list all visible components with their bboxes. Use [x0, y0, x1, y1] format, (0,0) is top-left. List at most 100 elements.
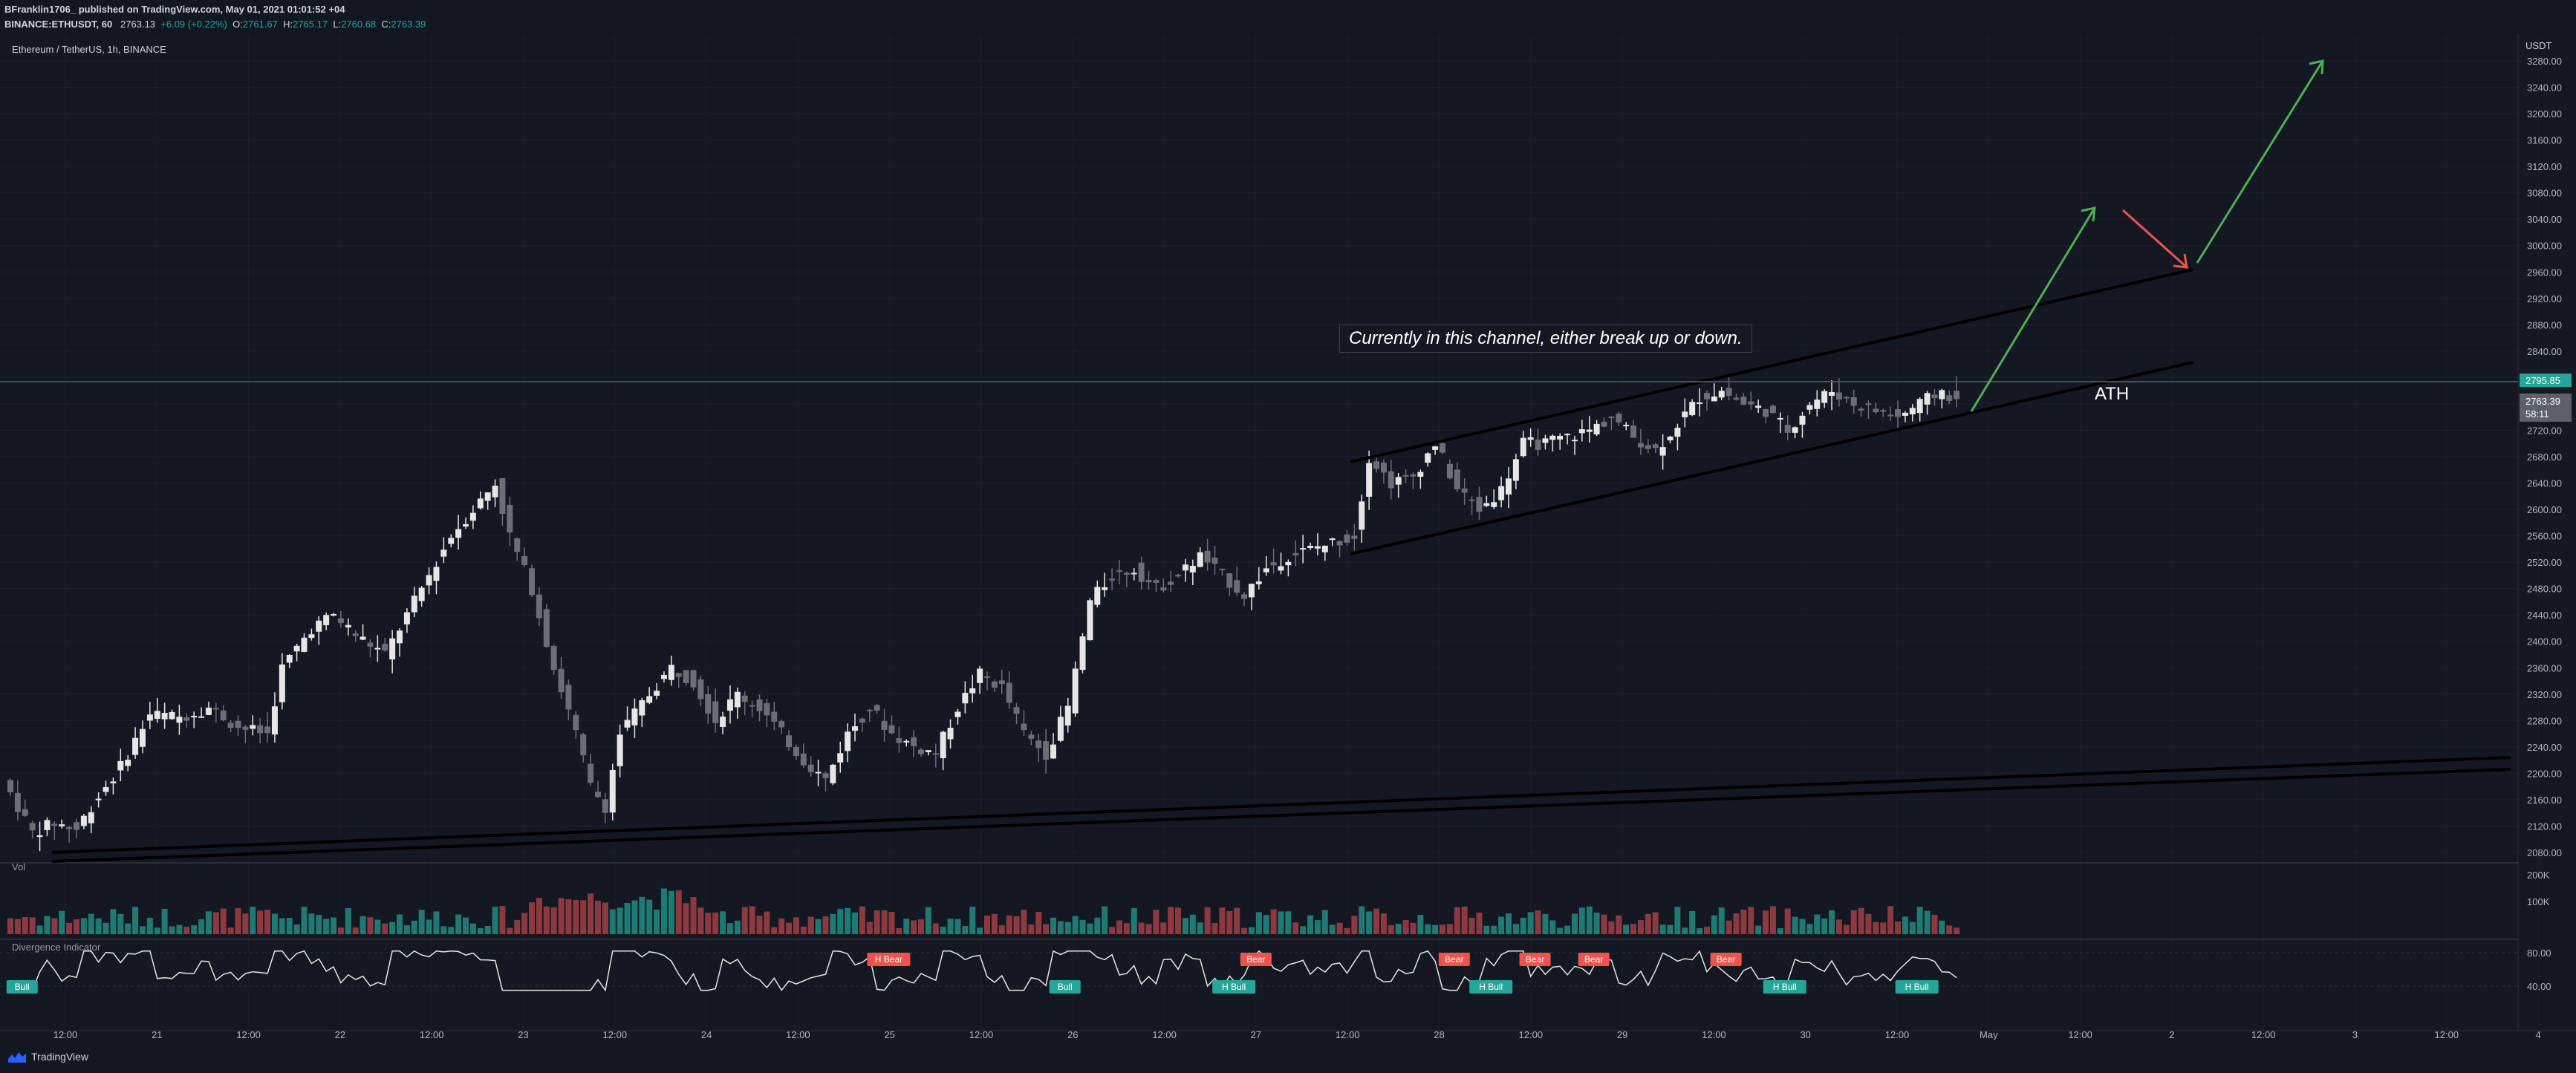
candle — [1491, 489, 1497, 509]
price-tick-label: 2160.00 — [2527, 795, 2562, 806]
volume-bar — [492, 907, 498, 934]
channel-upper-line[interactable] — [1350, 268, 2193, 463]
time-tick-label: 12:00 — [2435, 1029, 2459, 1040]
candle — [1211, 546, 1218, 575]
time-tick-label: 24 — [701, 1029, 712, 1040]
candle — [514, 537, 521, 561]
candle — [874, 703, 880, 714]
candle — [1241, 592, 1248, 607]
volume-bar — [212, 912, 219, 934]
annotation-text-box[interactable]: Currently in this channel, either break … — [1339, 324, 1752, 353]
candle — [565, 679, 572, 720]
candle — [962, 681, 969, 714]
candle — [1799, 411, 1806, 438]
bull-signal-badge[interactable]: H Bull — [1469, 980, 1513, 994]
volume-bar — [1234, 907, 1240, 934]
volume-bar — [1292, 922, 1299, 934]
candle — [1087, 598, 1093, 641]
volume-bar — [1697, 927, 1703, 934]
candle — [1064, 697, 1071, 733]
currency-label: USDT — [2525, 40, 2551, 51]
candle — [440, 537, 447, 564]
long-trendline-1[interactable] — [51, 756, 2511, 854]
candle — [660, 671, 667, 683]
bear-signal-badge[interactable]: Bear — [1578, 953, 1610, 966]
bar-countdown-text: 58:11 — [2525, 408, 2549, 420]
candle — [903, 739, 910, 747]
candle — [1697, 388, 1703, 417]
volume-bar — [1916, 907, 1923, 934]
time-tick-label: 2 — [2169, 1029, 2174, 1040]
volume-bar — [573, 900, 579, 934]
volume-bar — [1440, 924, 1446, 934]
volume-tick-label: 200K — [2527, 870, 2550, 881]
bear-signal-badge[interactable]: Bear — [1710, 953, 1742, 966]
volume-bar — [1087, 923, 1093, 934]
candle — [198, 707, 205, 718]
tradingview-logo[interactable]: TradingView — [7, 1050, 88, 1063]
volume-bar — [337, 927, 344, 934]
price-tick-label: 3120.00 — [2527, 161, 2562, 172]
volume-bar — [125, 923, 131, 934]
bull-signal-badge[interactable]: H Bull — [1895, 980, 1939, 994]
volume-bar — [1168, 907, 1174, 934]
candle — [646, 687, 653, 705]
bear-signal-badge[interactable]: Bear — [1438, 953, 1470, 966]
volume-bar — [1498, 916, 1505, 934]
volume-bar — [103, 922, 109, 934]
bull-signal-badge[interactable]: Bull — [1049, 980, 1081, 994]
time-tick-label: 21 — [152, 1029, 162, 1040]
time-axis[interactable]: 12:00 21 12:00 22 12:00 23 12:00 24 12:00 25 12:00… — [0, 1029, 2576, 1040]
candle — [881, 708, 888, 742]
volume-bar — [1336, 922, 1343, 934]
volume-bar — [382, 923, 388, 934]
candle — [146, 702, 153, 729]
symbol-name[interactable]: BINANCE:ETHUSDT, 60 — [4, 19, 113, 30]
volume-bar — [1483, 925, 1490, 934]
volume-bar — [1006, 916, 1012, 934]
volume-bar — [756, 916, 763, 934]
volume-bar — [1711, 915, 1717, 934]
candle — [264, 712, 271, 743]
volume-bar — [1226, 910, 1233, 934]
svg-text:Bear: Bear — [1445, 954, 1463, 965]
candle — [852, 714, 859, 742]
chart-title: Ethereum / TetherUS, 1h, BINANCE — [12, 44, 166, 55]
volume-bar — [440, 926, 447, 934]
volume-bar — [1799, 919, 1806, 934]
price-tick-label: 2280.00 — [2527, 715, 2562, 726]
volume-bar — [543, 906, 550, 934]
indicator-tick-label: 80.00 — [2527, 948, 2551, 959]
candle — [426, 567, 432, 595]
volume-bar — [1021, 910, 1027, 934]
bull-signal-badge[interactable]: H Bull — [1763, 980, 1806, 994]
candle — [705, 685, 712, 724]
volume-bar — [360, 916, 366, 934]
bull-signal-badge[interactable]: Bull — [6, 980, 38, 994]
price-axis[interactable]: USDT 3280.00 3240.00 3200.00 3160.00 3120.00 3… — [2517, 34, 2572, 1031]
volume-bar — [1219, 907, 1226, 934]
volume-bar — [918, 919, 925, 934]
volume-bar — [1145, 924, 1152, 934]
price-tick-label: 2400.00 — [2527, 636, 2562, 648]
arrow-up-1[interactable] — [1970, 207, 2096, 412]
volume-bar — [896, 927, 902, 934]
candle — [183, 713, 190, 728]
arrow-up-2[interactable] — [2196, 60, 2324, 264]
divergence-indicator-layer: Bull H Bear Bull Bear H Bull Bear H Bull Bear Be… — [0, 950, 2518, 994]
price-chart[interactable]: Bull H Bear Bull Bear H Bull Bear H Bull Bear Be… — [0, 34, 2576, 1040]
volume-bar — [36, 925, 43, 934]
bull-signal-badge[interactable]: H Bull — [1212, 980, 1256, 994]
candle — [301, 633, 308, 653]
volume-bar — [764, 911, 770, 934]
volume-bar — [837, 908, 844, 934]
bear-signal-badge[interactable]: Bear — [1240, 953, 1272, 966]
channel-lower-line[interactable] — [1350, 361, 2193, 555]
bear-signal-badge[interactable]: H Bear — [867, 953, 911, 966]
candle — [1461, 478, 1468, 505]
bear-signal-badge[interactable]: Bear — [1519, 953, 1551, 966]
volume-bar — [565, 899, 572, 934]
arrow-down[interactable] — [2121, 209, 2188, 269]
long-trendline-2[interactable] — [51, 768, 2511, 863]
price-tick-label: 3080.00 — [2527, 188, 2562, 199]
